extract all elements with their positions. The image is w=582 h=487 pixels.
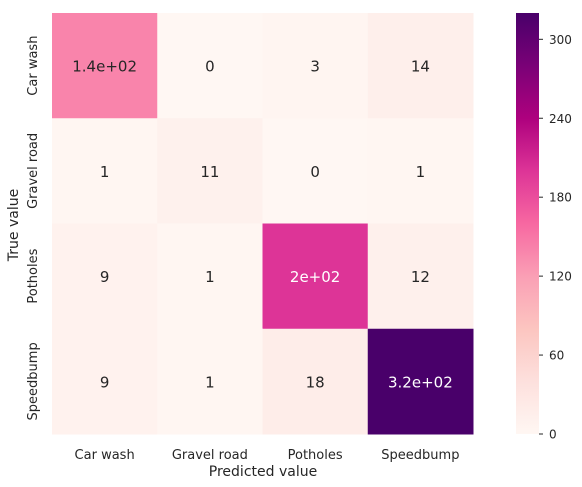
heatmap-cell: [367, 328, 474, 435]
cell-value-label: 9: [100, 373, 110, 391]
cell-value-label: 0: [310, 163, 320, 181]
cell-value-label: 11: [200, 163, 219, 181]
colorbar-ticks: 0 60 120 180 240 300: [539, 33, 572, 442]
heatmap-cell: [52, 328, 158, 435]
cell-value-label: 12: [411, 268, 430, 286]
y-tick-label: Gravel road: [26, 133, 41, 209]
heatmap-cell: [262, 328, 369, 435]
heatmap-cell: [157, 13, 263, 119]
cell-value-label: 1: [416, 163, 426, 181]
cell-value-label: 1: [205, 268, 215, 286]
heatmap-cell: [367, 118, 474, 224]
heatmap-cell: [262, 118, 369, 224]
x-tick-label: Gravel road: [172, 448, 248, 463]
x-tick-label: Speedbump: [381, 448, 459, 463]
x-axis-label: Predicted value: [209, 464, 317, 480]
y-axis-ticks: Car wash Gravel road Potholes Speedbump: [26, 36, 41, 421]
cell-value-label: 1: [205, 373, 215, 391]
heatmap-cell: [367, 223, 474, 330]
colorbar-tick-label: 300: [549, 33, 572, 47]
heatmap-cells: [52, 13, 474, 435]
heatmap-cell: [52, 13, 158, 119]
colorbar-tick-label: 240: [549, 112, 572, 126]
x-tick-label: Car wash: [75, 448, 135, 463]
heatmap-cell: [52, 223, 158, 330]
cell-value-label: 14: [411, 58, 430, 76]
heatmap-cell: [367, 13, 474, 119]
cell-value-label: 9: [100, 268, 110, 286]
colorbar-tick-label: 120: [549, 270, 572, 284]
y-tick-label: Speedbump: [26, 342, 41, 420]
heatmap-cell-labels: 1.4e+02 0 3 141 11 0 19 1 2e+02 129 1 18 3.2e+02: [72, 58, 453, 392]
colorbar-tick-label: 0: [549, 428, 557, 442]
heatmap-cell: [157, 223, 263, 330]
y-axis-label: True value: [6, 189, 22, 262]
cell-value-label: 3: [310, 58, 320, 76]
heatmap-cell: [262, 223, 369, 330]
heatmap-cell: [157, 328, 263, 435]
cell-value-label: 2e+02: [290, 268, 340, 286]
y-tick-label: Potholes: [26, 248, 41, 303]
heatmap-cell: [157, 118, 263, 224]
colorbar: [516, 13, 539, 434]
x-tick-label: Potholes: [288, 448, 343, 463]
cell-value-label: 3.2e+02: [388, 373, 453, 391]
cell-value-label: 0: [205, 58, 215, 76]
heatmap-cell: [262, 13, 369, 119]
x-axis-ticks: Car wash Gravel road Potholes Speedbump: [75, 448, 460, 463]
colorbar-tick-label: 60: [549, 349, 564, 363]
heatmap-cell: [52, 118, 158, 224]
colorbar-tick-label: 180: [549, 191, 572, 205]
cell-value-label: 18: [306, 373, 325, 391]
cell-value-label: 1: [100, 163, 110, 181]
y-tick-label: Car wash: [26, 36, 41, 96]
cell-value-label: 1.4e+02: [72, 58, 137, 76]
